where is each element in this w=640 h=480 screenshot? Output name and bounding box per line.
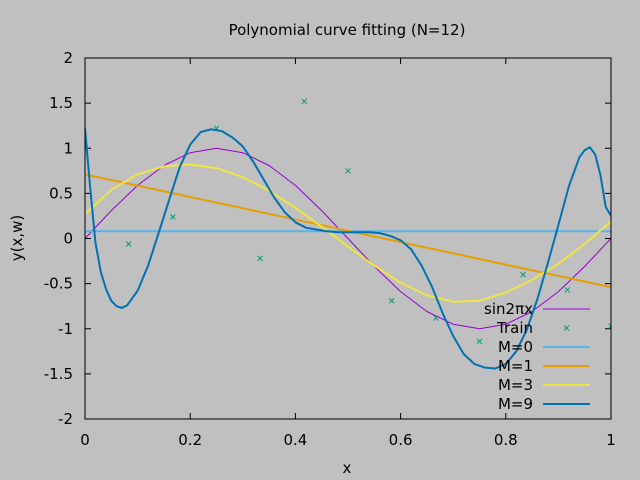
train-point	[345, 167, 351, 174]
y-tick-label: 2	[63, 49, 73, 67]
y-tick-label: -2	[58, 410, 73, 428]
legend-label: sin2πx	[484, 300, 533, 318]
y-tick-label: -1.5	[44, 365, 73, 383]
y-tick-label: 0.5	[49, 184, 73, 202]
plot-area	[85, 98, 611, 370]
y-tick-label: -1	[58, 320, 73, 338]
plot-border	[84, 57, 612, 420]
legend-label: Train	[496, 319, 533, 337]
y-tick-label: -0.5	[44, 275, 73, 293]
series-line-m-9	[85, 128, 611, 370]
train-point	[520, 271, 527, 278]
series-line-m-1	[85, 173, 611, 289]
train-point	[388, 297, 395, 304]
x-tick-label: 0.2	[178, 431, 202, 449]
train-point	[432, 315, 439, 321]
x-tick-label: 0.8	[494, 431, 518, 449]
train-point	[257, 255, 264, 262]
train-point	[608, 323, 611, 329]
legend-label: M=9	[498, 395, 533, 413]
y-tick-label: 1.5	[49, 94, 73, 112]
train-point	[301, 98, 308, 105]
x-tick-label: 1	[606, 431, 616, 449]
series-line-m-3	[85, 163, 611, 303]
x-axis-label: x	[343, 459, 352, 477]
y-tick-label: 0	[63, 230, 73, 248]
x-tick-label: 0.4	[283, 431, 307, 449]
train-point	[169, 213, 176, 220]
y-tick-label: 1	[63, 139, 73, 157]
chart-title: Polynomial curve fitting (N=12)	[229, 21, 466, 39]
legend-sample-train	[563, 325, 570, 331]
legend-label: M=3	[498, 376, 533, 394]
y-axis-label: y(x,w)	[8, 215, 26, 262]
train-point	[476, 338, 483, 345]
train-point	[125, 241, 132, 247]
x-tick-label: 0	[80, 431, 90, 449]
train-point	[564, 287, 571, 293]
legend-label: M=1	[498, 357, 533, 375]
x-tick-label: 0.6	[389, 431, 413, 449]
legend-label: M=0	[498, 338, 533, 356]
series-line-sin2-x	[85, 147, 611, 330]
